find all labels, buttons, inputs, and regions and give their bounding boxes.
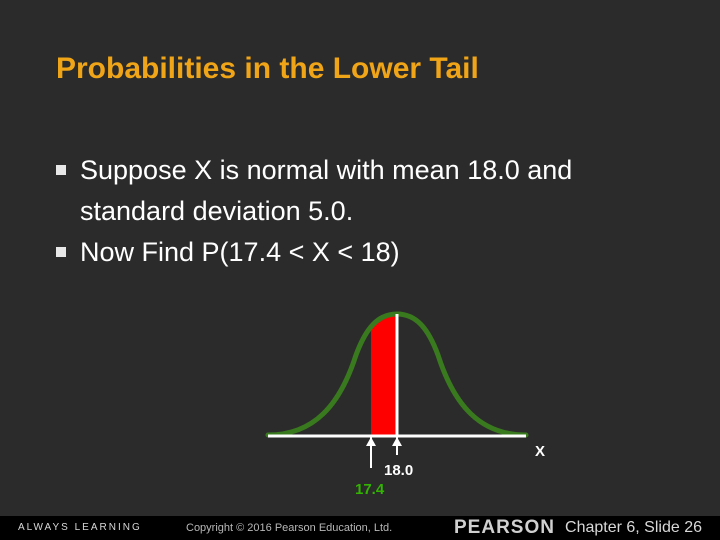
mean-label: 18.0 [384,462,414,479]
pearson-logo: PEARSON [454,517,555,538]
bullet-item: Suppose X is normal with mean 18.0 and s… [56,150,676,232]
bullet-text: Suppose X is normal with mean 18.0 and s… [80,155,573,226]
normal-distribution-diagram [265,311,529,468]
x-axis-label: X [535,443,546,460]
lower-value-label: 17.4 [355,481,385,498]
bullet-item: Now Find P(17.4 < X < 18) [56,232,676,273]
bullet-list: Suppose X is normal with mean 18.0 and s… [56,150,676,273]
slide-footer: ALWAYS LEARNING Copyright © 2016 Pearson… [0,516,720,540]
shaded-probability-region [371,314,397,435]
footer-tagline: ALWAYS LEARNING [18,522,142,533]
mean-arrowhead [392,437,402,446]
slide-number: Chapter 6, Slide 26 [565,519,702,536]
bullet-text: Now Find P(17.4 < X < 18) [80,237,400,267]
bullet-square-icon [56,247,66,257]
lower-value-arrowhead [366,437,376,446]
slide-title: Probabilities in the Lower Tail [56,52,479,85]
copyright-text: Copyright © 2016 Pearson Education, Ltd. [186,522,393,534]
bullet-square-icon [56,165,66,175]
